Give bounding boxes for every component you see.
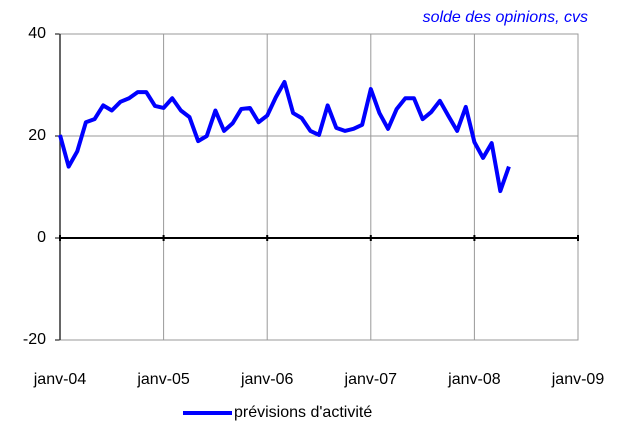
y-tick-label: -20 xyxy=(23,331,46,348)
x-tick-label: janv-04 xyxy=(33,371,87,388)
x-tick-label: janv-09 xyxy=(551,371,605,388)
y-tick-label: 20 xyxy=(28,127,46,144)
x-tick-label: janv-06 xyxy=(240,371,294,388)
x-tick-label: janv-08 xyxy=(447,371,501,388)
y-tick-label: 40 xyxy=(28,25,46,42)
y-tick-label: 0 xyxy=(37,229,46,246)
x-tick-label: janv-07 xyxy=(344,371,398,388)
legend-label: prévisions d'activité xyxy=(234,404,372,421)
line-series xyxy=(58,79,511,194)
x-tick-label: janv-05 xyxy=(136,371,190,388)
chart-subtitle: solde des opinions, cvs xyxy=(423,9,588,26)
